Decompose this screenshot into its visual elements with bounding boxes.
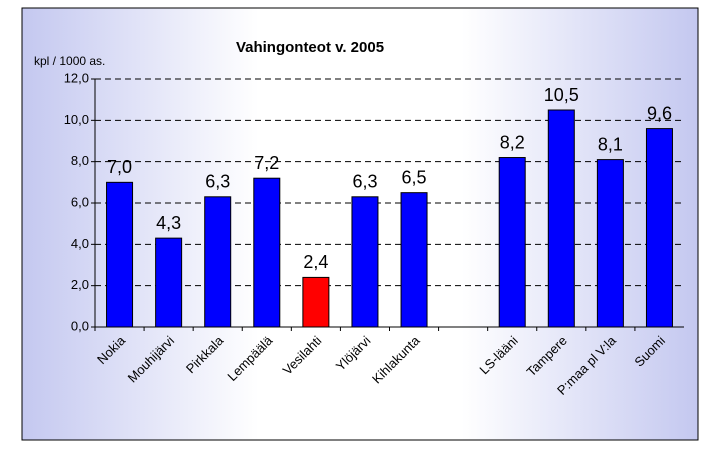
value-label: 4,3 xyxy=(156,213,181,233)
bar xyxy=(253,177,281,328)
bar xyxy=(302,276,330,328)
y-axis-label: kpl / 1000 as. xyxy=(34,54,105,68)
value-label: 6,5 xyxy=(402,167,427,187)
bar xyxy=(155,237,183,328)
bar xyxy=(498,157,526,328)
chart-title: Vahingonteot v. 2005 xyxy=(236,39,384,56)
value-label: 9,6 xyxy=(647,103,672,123)
y-tick-label: 8,0 xyxy=(71,153,89,168)
bar xyxy=(645,128,673,328)
value-label: 2,4 xyxy=(303,252,328,272)
y-tick-label: 6,0 xyxy=(71,194,89,209)
y-tick-label: 12,0 xyxy=(64,70,89,85)
value-label: 8,2 xyxy=(500,132,525,152)
value-label: 8,1 xyxy=(598,134,623,154)
bar xyxy=(351,196,379,328)
y-tick-label: 0,0 xyxy=(71,318,89,333)
bar xyxy=(400,192,428,328)
value-label: 6,3 xyxy=(352,172,377,192)
bar xyxy=(204,196,232,328)
value-label: 7,0 xyxy=(107,157,132,177)
y-tick-label: 4,0 xyxy=(71,236,89,251)
bar xyxy=(547,109,575,328)
value-label: 6,3 xyxy=(205,172,230,192)
value-label: 10,5 xyxy=(544,85,579,105)
bar xyxy=(106,181,134,328)
value-label: 7,2 xyxy=(254,153,279,173)
y-tick-label: 10,0 xyxy=(64,112,89,127)
bar xyxy=(596,159,624,328)
y-tick-label: 2,0 xyxy=(71,277,89,292)
